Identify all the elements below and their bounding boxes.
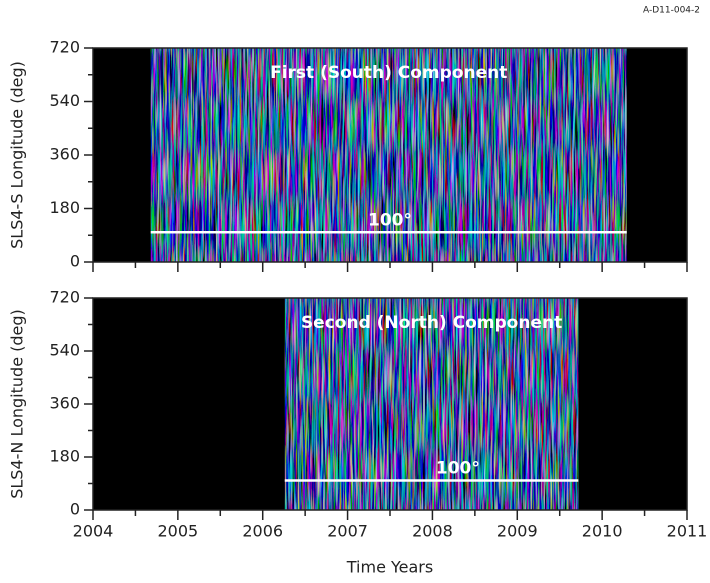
x-tick-label: 2007 (327, 522, 368, 541)
x-tick-label: 2010 (582, 522, 623, 541)
figure-id: A-D11-004-2 (643, 6, 700, 16)
x-axis-label: Time Years (346, 558, 433, 577)
x-tick-label: 2006 (242, 522, 283, 541)
y-tick-label: 720 (49, 288, 80, 307)
y-tick-label: 720 (49, 38, 80, 57)
x-tick-label: 2008 (412, 522, 453, 541)
y-tick-label: 540 (49, 91, 80, 110)
y-tick-label: 360 (49, 394, 80, 413)
annotation: First (South) Component (270, 63, 507, 83)
y-tick-label: 180 (49, 447, 80, 466)
x-tick-label: 2004 (73, 522, 114, 541)
y-tick-label: 0 (70, 252, 80, 271)
reference-label: 100° (368, 210, 412, 230)
y-tick-label: 360 (49, 145, 80, 164)
y-tick-label: 540 (49, 341, 80, 360)
reference-label: 100° (436, 459, 480, 479)
y-axis-label: SLS4-S Longitude (deg) (8, 61, 27, 249)
x-tick-label: 2009 (497, 522, 538, 541)
y-axis-label: SLS4-N Longitude (deg) (8, 309, 27, 499)
x-tick-label: 2005 (157, 522, 198, 541)
data-coverage (150, 48, 627, 262)
annotation: Second (North) Component (301, 313, 562, 333)
x-tick-label: 2011 (667, 522, 708, 541)
data-coverage (284, 298, 579, 510)
y-tick-label: 0 (70, 500, 80, 519)
y-tick-label: 180 (49, 198, 80, 217)
